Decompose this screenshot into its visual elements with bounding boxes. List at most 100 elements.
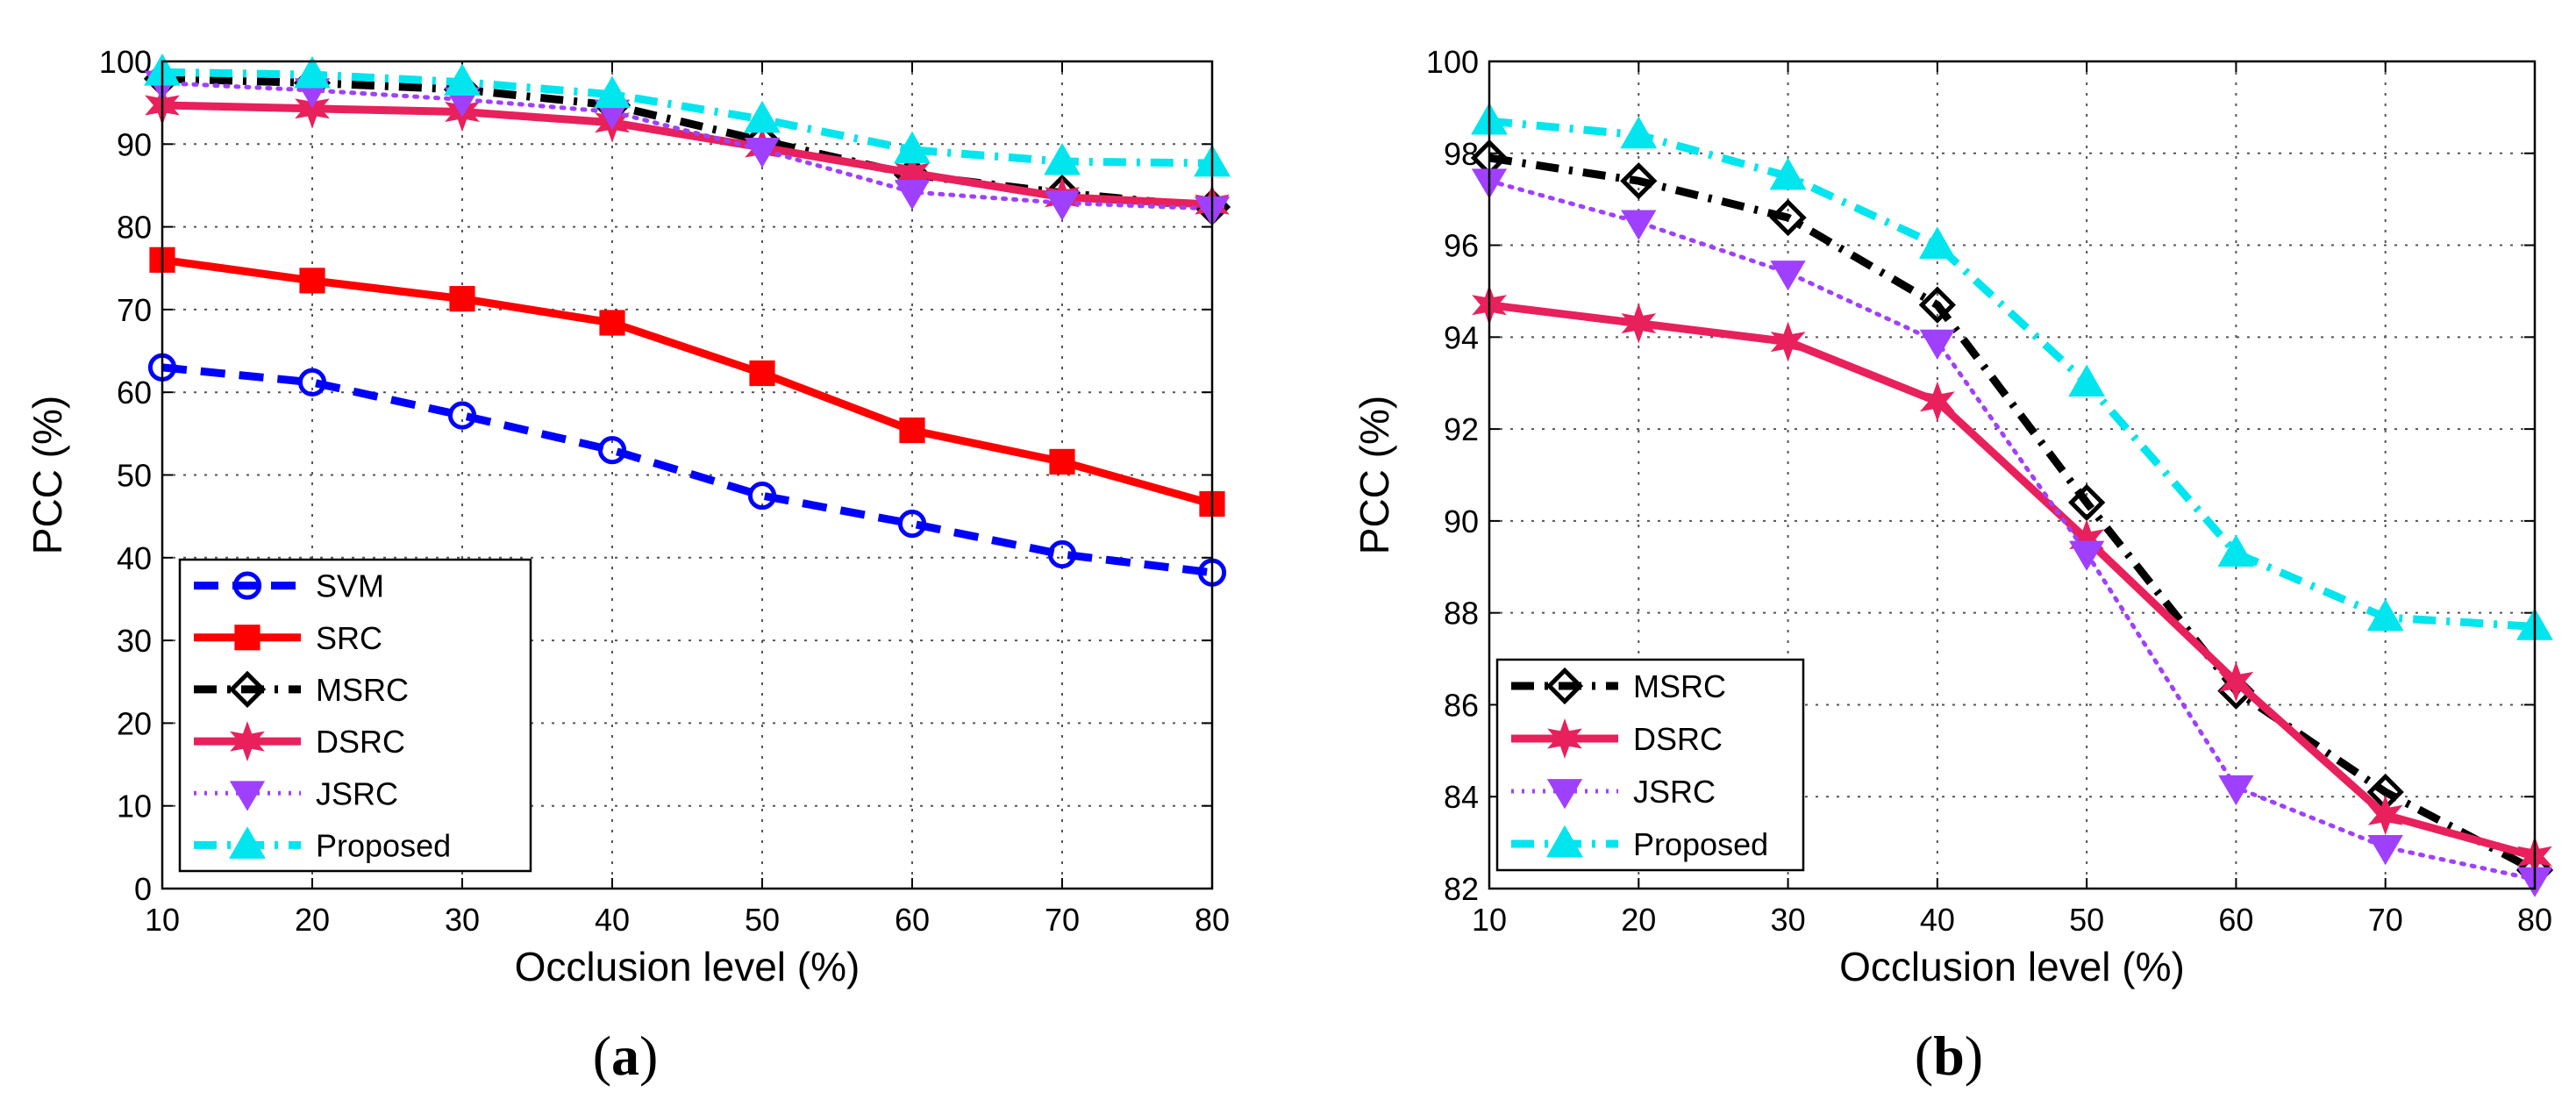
data-point-dsrc [1770,321,1806,362]
x-tick-label: 60 [2218,902,2253,938]
y-tick-label: 96 [1444,228,1479,264]
x-axis-label: Occlusion level (%) [1839,944,2185,989]
legend-label-proposed: Proposed [1633,826,1768,862]
y-tick-label: 20 [117,705,152,741]
data-point-proposed [444,63,481,96]
y-axis-label: PCC (%) [25,396,70,554]
series-line-jsrc [1487,178,2537,882]
y-tick-label: 80 [117,210,152,246]
series-line-proposed [161,68,1213,168]
y-tick-label: 82 [1444,871,1479,907]
data-point-svm [297,368,327,396]
y-tick-label: 90 [117,126,152,162]
series-msrc [1470,139,2554,889]
legend-label-svm: SVM [316,568,384,604]
legend-marker-jsrc [229,781,266,811]
data-point-src [449,286,475,312]
plot-frame [161,60,1214,890]
y-tick-label: 60 [117,375,152,411]
data-point-svm [597,436,627,465]
data-point-dsrc [1621,303,1657,344]
data-point-proposed [894,131,931,164]
data-point-msrc [1769,198,1807,237]
legend-label-jsrc: JSRC [1633,774,1716,810]
y-tick-label: 92 [1444,411,1479,447]
x-tick-label: 30 [1771,902,1806,938]
x-tick-label: 20 [1621,902,1656,938]
legend-label-msrc: MSRC [316,672,409,708]
legend-label-dsrc: DSRC [1633,721,1723,757]
data-point-svm [447,401,477,430]
x-tick-label: 80 [2517,902,2552,938]
data-point-jsrc [1621,210,1657,240]
legend-marker-dsrc [230,721,265,762]
legend-marker-src [234,625,260,651]
x-tick-label: 10 [145,902,180,938]
data-point-jsrc [2218,775,2254,806]
series-line-dsrc [161,101,1213,209]
y-tick-label: 94 [1444,319,1479,355]
x-tick-label: 50 [745,902,780,938]
legend-label-src: SRC [316,620,382,656]
data-point-dsrc [2218,661,2254,703]
x-tick-label: 30 [445,902,480,938]
series-proposed [144,54,1231,177]
data-point-msrc [1620,162,1658,200]
legend-label-dsrc: DSRC [316,724,405,760]
x-tick-label: 70 [2368,902,2403,938]
data-point-src [599,310,625,336]
legend-box [1495,658,1805,872]
data-point-src [749,360,775,387]
x-axis-label: Occlusion level (%) [515,944,860,989]
y-tick-label: 84 [1444,779,1479,815]
y-tick-label: 0 [134,871,152,907]
panel-caption: (a) [593,1025,659,1087]
data-point-msrc [1918,286,1956,324]
data-point-proposed [2366,598,2404,632]
y-tick-label: 98 [1444,136,1479,172]
series-proposed [1471,102,2553,640]
data-point-proposed [594,75,631,109]
x-tick-label: 70 [1045,902,1080,938]
y-tick-label: 90 [1444,503,1479,539]
y-tick-label: 10 [117,789,152,825]
x-tick-label: 40 [1920,902,1955,938]
x-tick-label: 20 [295,902,330,938]
legend-label-jsrc: JSRC [316,775,398,811]
legend-label-proposed: Proposed [316,827,451,863]
data-point-jsrc [2367,834,2403,866]
data-point-src [1049,448,1075,475]
legend-marker-msrc [1545,667,1584,705]
plot-frame [1488,60,2537,890]
legend-marker-proposed [1546,825,1583,858]
data-point-dsrc [1919,381,1955,422]
series-line-proposed [1488,117,2536,631]
series-line-svm [161,363,1213,577]
legend-box [178,558,532,873]
y-tick-label: 86 [1444,687,1479,723]
series-line-msrc [161,75,1213,211]
data-point-jsrc [2068,540,2105,571]
data-point-svm [1047,539,1077,569]
legend-marker-svm [232,571,262,600]
data-point-proposed [1769,157,1807,190]
legend-marker-msrc [228,670,267,709]
data-point-src [899,417,925,444]
data-point-proposed [1044,142,1081,175]
y-tick-label: 100 [1426,44,1479,80]
data-point-msrc [2068,483,2106,522]
y-tick-label: 40 [117,540,152,576]
data-point-proposed [744,100,781,133]
y-tick-label: 70 [117,292,152,328]
data-point-proposed [2068,364,2106,397]
data-point-dsrc [2367,795,2403,836]
series-line-jsrc [160,81,1215,211]
data-point-svm [897,510,927,539]
x-tick-label: 80 [1195,902,1230,938]
data-point-jsrc [1770,261,1806,291]
legend-label-msrc: MSRC [1633,668,1726,704]
legend: SVM SRC MSRC DSRC JSRC Proposed [178,558,532,873]
legend-marker-proposed [229,826,266,859]
legend-marker-dsrc [1547,718,1582,759]
